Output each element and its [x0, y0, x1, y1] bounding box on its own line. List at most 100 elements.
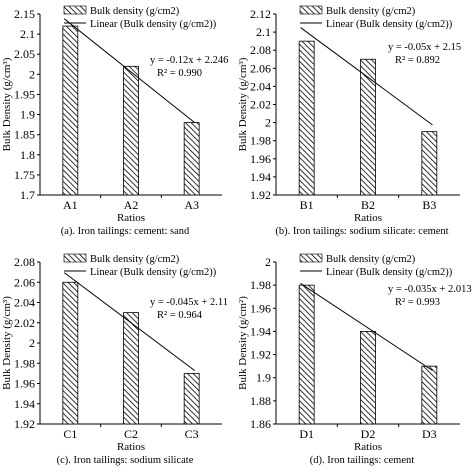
panel-caption: (b). Iron tailings: sodium silicate: cem… — [275, 226, 448, 237]
y-tick-label: 1.92 — [250, 188, 271, 202]
bar-C1 — [62, 281, 79, 425]
legend-swatch-bar — [63, 253, 87, 263]
trend-r2: R² = 0.892 — [395, 55, 440, 66]
y-tick-label: 1.94 — [14, 397, 35, 411]
y-tick-label: 1.92 — [14, 417, 35, 431]
y-tick-label: 1.98 — [250, 134, 271, 148]
x-tick-label: A1 — [63, 198, 78, 212]
y-tick-label: 2.08 — [14, 255, 35, 269]
y-tick-label: 1.9 — [20, 108, 35, 122]
x-axis-label: Ratios — [354, 441, 382, 453]
chart-panel-b: 1.92 1.94 1.96 1.98 2 2.02 2.04 2.06 2.08 2.1 2.12… — [237, 5, 461, 237]
x-tick-label: B3 — [422, 198, 436, 212]
bar-B2 — [360, 58, 376, 196]
y-tick-label: 1.94 — [250, 324, 271, 338]
y-tick-label: 1.98 — [14, 356, 35, 370]
x-tick-label: D3 — [422, 427, 437, 441]
legend-label-bar: Bulk density (g/cm2) — [326, 6, 416, 17]
y-tick-label: 2.04 — [250, 79, 271, 93]
trend-r2: R² = 0.990 — [157, 68, 202, 79]
y-tick-label: 1.86 — [250, 417, 271, 431]
x-tick-label: B1 — [300, 198, 314, 212]
y-tick-label: 1.98 — [250, 278, 271, 292]
y-tick-label: 2.06 — [250, 61, 271, 75]
x-tick-label: A2 — [124, 198, 139, 212]
y-tick-label: 1.88 — [250, 394, 271, 408]
y-tick-label: 2.15 — [14, 7, 35, 21]
bar-D1 — [298, 284, 315, 425]
legend-swatch-bar — [299, 253, 323, 263]
x-axis-label: Ratios — [354, 212, 382, 224]
legend-label-bar: Bulk density (g/cm2) — [90, 254, 180, 265]
bar-C3 — [183, 372, 200, 425]
y-tick-label: 2.08 — [250, 43, 271, 57]
legend-label-line: Linear (Bulk density (g/cm2)) — [326, 19, 453, 30]
y-tick-label: 1.96 — [250, 301, 271, 315]
y-tick-label: 2 — [265, 255, 271, 269]
y-axis-label: Bulk Density (g/cm³) — [1, 57, 13, 151]
y-tick-label: 2.06 — [14, 275, 35, 289]
panel-caption: (c). Iron tailings: sodium silicate — [57, 455, 194, 466]
y-tick-label: 2.1 — [256, 25, 271, 39]
bar-D3 — [421, 365, 438, 425]
trend-equation: y = -0.035x + 2.013 — [388, 284, 472, 295]
y-tick-label: 2 — [29, 67, 35, 81]
y-axis-label: Bulk Density (g/cm²) — [237, 296, 249, 390]
trend-equation: y = -0.05x + 2.15 — [388, 42, 461, 53]
legend-label-bar: Bulk density (g/cm2) — [90, 6, 180, 17]
y-tick-label: 1.9 — [256, 371, 271, 385]
y-tick-label: 2.04 — [14, 296, 35, 310]
y-tick-label: 2.02 — [14, 316, 35, 330]
x-tick-label: C3 — [185, 427, 199, 441]
legend-label-line: Linear (Bulk density (g/cm2)) — [90, 19, 217, 30]
y-tick-label: 2.02 — [250, 98, 271, 112]
y-tick-label: 2 — [29, 336, 35, 350]
y-tick-label: 2.1 — [20, 27, 35, 41]
trendline — [63, 18, 196, 123]
trend-r2: R² = 0.964 — [157, 310, 203, 321]
bar-A3 — [183, 122, 200, 196]
bar-D2 — [360, 331, 376, 425]
legend-label-bar: Bulk density (g/cm2) — [326, 254, 416, 265]
y-tick-label: 1.92 — [250, 348, 271, 362]
y-tick-label: 1.7 — [20, 188, 35, 202]
trend-equation: y = -0.12x + 2.246 — [150, 55, 228, 66]
legend-label-line: Linear (Bulk density (g/cm2)) — [90, 267, 217, 278]
y-tick-label: 1.95 — [14, 87, 35, 101]
x-axis-label: Ratios — [117, 441, 145, 453]
trend-r2: R² = 0.993 — [395, 297, 440, 308]
legend-swatch-bar — [63, 5, 87, 15]
y-tick-label: 2.05 — [14, 47, 35, 61]
bar-B1 — [298, 40, 315, 196]
bar-A2 — [123, 65, 139, 196]
bar-A1 — [62, 25, 79, 196]
chart-panel-a: 1.7 1.75 1.8 1.85 1.9 1.95 2 2.05 2.1 2.15 A1 A2 A3 B… — [1, 5, 228, 237]
bar-C2 — [123, 312, 139, 425]
chart-panel-c: 1.92 1.94 1.96 1.98 2 2.02 2.04 2.06 2.08 C1 C2 C3 B… — [1, 253, 228, 466]
y-tick-label: 1.75 — [14, 168, 35, 182]
y-tick-label: 2 — [265, 116, 271, 130]
legend-label-line: Linear (Bulk density (g/cm2)) — [326, 267, 453, 278]
legend-swatch-bar — [299, 5, 323, 15]
x-tick-label: C1 — [63, 427, 77, 441]
x-tick-label: D1 — [299, 427, 314, 441]
y-tick-label: 1.8 — [20, 148, 35, 162]
panel-caption: (d). Iron tailings: cement — [310, 455, 414, 466]
y-axis-label: Bulk Density (g/cm³) — [1, 296, 13, 390]
trend-equation: y = -0.045x + 2.11 — [150, 297, 228, 308]
bar-B3 — [421, 131, 438, 196]
x-tick-label: B2 — [361, 198, 375, 212]
y-tick-label: 1.94 — [250, 170, 271, 184]
y-tick-label: 1.96 — [250, 152, 271, 166]
x-tick-label: A3 — [184, 198, 199, 212]
trendline — [300, 282, 433, 371]
x-axis-label: Ratios — [117, 212, 145, 224]
panel-caption: (a). Iron tailings: cement: sand — [61, 226, 190, 237]
trendline — [300, 27, 433, 126]
x-tick-label: D2 — [361, 427, 376, 441]
y-tick-label: 1.96 — [14, 377, 35, 391]
trendline — [63, 272, 196, 371]
y-axis-label: Bulk Density (g/cm³) — [237, 57, 249, 151]
chart-panel-d: 1.86 1.88 1.9 1.92 1.94 1.96 1.98 2 D1 D2 D3 Bulk d… — [237, 253, 472, 466]
